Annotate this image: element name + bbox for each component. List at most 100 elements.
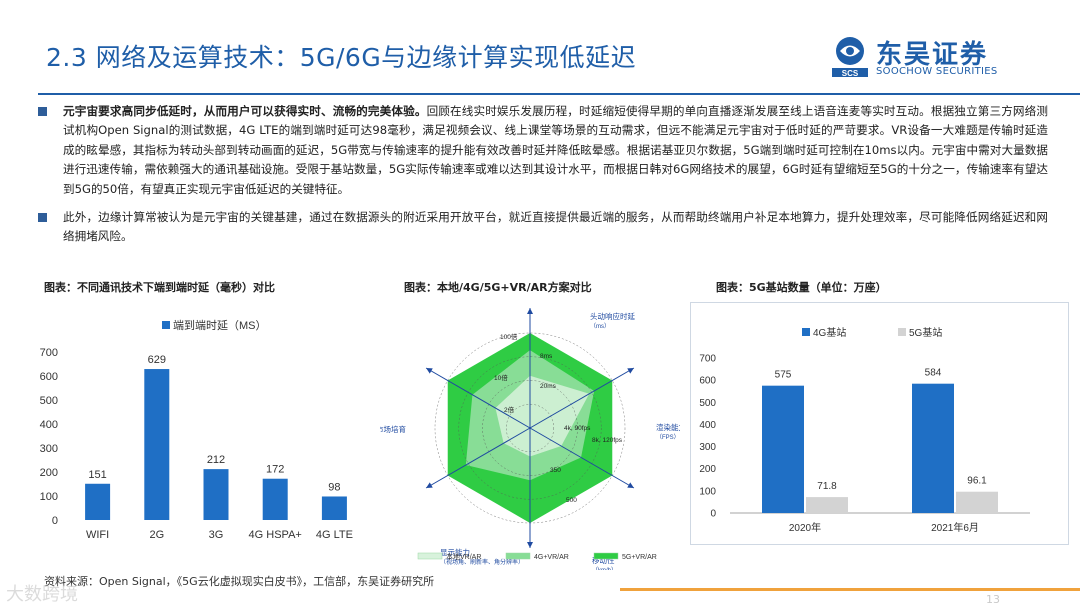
axis-label-unit: （视场角、刷新率、角分辨率） bbox=[440, 558, 524, 566]
logo-english-name: SOOCHOW SECURITIES bbox=[876, 66, 998, 77]
y-tick-label: 500 bbox=[699, 398, 716, 409]
radar-axis bbox=[425, 427, 531, 489]
watermark: 大数跨境 bbox=[6, 584, 78, 605]
data-label: 98 bbox=[328, 481, 340, 493]
paragraph-2: 此外，边缘计算常被认为是元宇宙的关键基建，通过在数据源头的附近采用开放平台，就近… bbox=[38, 208, 1048, 247]
bar bbox=[956, 491, 998, 513]
legend-label: 端到端时延（MS） bbox=[173, 319, 267, 332]
y-tick-label: 700 bbox=[40, 347, 58, 359]
legend-label: 5G基站 bbox=[909, 326, 942, 339]
axis-arrow-icon bbox=[527, 542, 533, 548]
bar bbox=[912, 383, 954, 513]
square-bullet-icon bbox=[38, 213, 47, 222]
y-tick-label: 400 bbox=[699, 420, 716, 431]
legend-label: 5G+VR/AR bbox=[622, 554, 657, 561]
axis-label-unit: （km/h） bbox=[592, 567, 617, 570]
legend-swatch bbox=[802, 328, 810, 336]
y-tick-label: 600 bbox=[40, 371, 58, 383]
y-tick-label: 600 bbox=[699, 376, 716, 387]
vr-ar-radar-chart: 费效比头动响应时延（ms）渲染能力（FPS）移动性（km/h）显示能力（视场角、… bbox=[380, 308, 680, 570]
paragraph-1-body: 回顾在线实时娱乐发展历程，时延缩短使得早期的单向直播逐渐发展至线上语音连麦等实时… bbox=[63, 104, 1048, 196]
ring-label: 10倍 bbox=[494, 373, 508, 382]
grid-ring bbox=[458, 356, 602, 500]
bar bbox=[321, 496, 347, 520]
bar bbox=[806, 497, 848, 513]
data-label: 71.8 bbox=[817, 481, 837, 492]
legend-swatch bbox=[593, 552, 619, 560]
radar-axis bbox=[529, 367, 635, 429]
axis-arrow-icon bbox=[426, 368, 433, 374]
x-tick-label: 2G bbox=[149, 529, 164, 541]
legend-swatch bbox=[417, 552, 443, 560]
y-tick-label: 400 bbox=[40, 419, 58, 431]
grid-ring bbox=[482, 380, 578, 476]
data-label: 584 bbox=[925, 368, 942, 379]
axis-label: 头动响应时延 bbox=[590, 311, 635, 321]
bar bbox=[85, 483, 111, 520]
y-tick-label: 700 bbox=[699, 354, 716, 365]
y-tick-label: 300 bbox=[40, 443, 58, 455]
data-label: 172 bbox=[266, 464, 284, 476]
logo-mark-text: SCS bbox=[842, 69, 859, 78]
paragraph-1: 元宇宙要求高同步低延时，从而用户可以获得实时、流畅的完美体验。回顾在线实时娱乐发… bbox=[38, 102, 1048, 199]
axis-arrow-icon bbox=[627, 482, 634, 488]
x-tick-label: 2020年 bbox=[789, 521, 821, 534]
y-tick-label: 100 bbox=[699, 486, 716, 497]
radar-axis bbox=[425, 367, 531, 429]
y-tick-label: 500 bbox=[40, 395, 58, 407]
data-label: 575 bbox=[775, 370, 792, 381]
latency-bar-chart: 0 100 200 300 400 500 600 700 端到端时延（MS） 151 WIFI 62… bbox=[40, 319, 353, 541]
y-tick-label: 200 bbox=[699, 464, 716, 475]
bar bbox=[203, 469, 229, 520]
axis-arrow-icon bbox=[426, 482, 433, 488]
legend-label: 本地VR/AR bbox=[446, 552, 481, 561]
ring-label: 500 bbox=[566, 497, 577, 504]
legend-swatch bbox=[505, 552, 531, 560]
axis-label: 市场培育 bbox=[380, 424, 406, 434]
data-label: 212 bbox=[207, 454, 225, 466]
page-title: 2.3 网络及运算技术：5G/6G与边缘计算实现低延迟 bbox=[46, 43, 637, 72]
legend-swatch bbox=[162, 321, 170, 329]
ring-label: 8ms bbox=[540, 353, 553, 360]
y-tick-label: 0 bbox=[710, 509, 716, 520]
axis-label-unit: （ms） bbox=[590, 323, 610, 330]
axis-label: 显示能力 bbox=[440, 547, 470, 557]
data-label: 151 bbox=[88, 469, 106, 481]
legend-swatch bbox=[898, 328, 906, 336]
bar bbox=[144, 369, 170, 520]
base-station-bar-chart: 0 100 200 300 400 500 600 700 4G基站 5G基站 575 71.8 202… bbox=[690, 302, 1069, 545]
axis-arrow-icon bbox=[527, 308, 533, 314]
radar-axis bbox=[529, 427, 635, 489]
data-label: 629 bbox=[148, 354, 166, 366]
axis-label: 渲染能力 bbox=[656, 422, 680, 432]
y-tick-label: 0 bbox=[52, 515, 58, 527]
logo-mark-icon: SCS bbox=[832, 37, 868, 78]
series-polygon-local bbox=[495, 375, 590, 457]
chart-1-caption: 图表：不同通讯技术下端到端时延（毫秒）对比 bbox=[44, 281, 275, 294]
x-tick-label: 3G bbox=[209, 529, 224, 541]
x-tick-label: WIFI bbox=[86, 529, 109, 541]
ring-label: 20ms bbox=[540, 383, 557, 390]
bar bbox=[262, 478, 288, 520]
y-tick-label: 100 bbox=[40, 491, 58, 503]
ring-label: 2倍 bbox=[504, 405, 515, 414]
axis-label-unit: （FPS） bbox=[656, 434, 680, 441]
source-note: 资料来源：Open Signal，《5G云化虚拟现实白皮书》，工信部，东吴证券研… bbox=[44, 575, 435, 588]
chart-3-caption: 图表：5G基站数量（单位：万座） bbox=[716, 281, 887, 294]
page-number: 13 bbox=[986, 593, 1000, 606]
y-tick-label: 300 bbox=[699, 442, 716, 453]
square-bullet-icon bbox=[38, 107, 47, 116]
ring-label: 350 bbox=[550, 467, 561, 474]
x-tick-label: 4G HSPA+ bbox=[249, 529, 302, 541]
footer-accent-bar bbox=[620, 588, 1080, 591]
x-tick-label: 2021年6月 bbox=[931, 521, 979, 534]
bar bbox=[762, 385, 804, 513]
x-tick-label: 4G LTE bbox=[316, 529, 353, 541]
header-divider bbox=[38, 93, 1080, 95]
y-tick-label: 200 bbox=[40, 467, 58, 479]
ring-label: 8k, 120fps bbox=[592, 437, 623, 444]
logo-chinese-name: 东吴证券 bbox=[876, 40, 989, 70]
axis-arrow-icon bbox=[627, 368, 634, 374]
axis-label: 移动性 bbox=[592, 555, 615, 565]
ring-label: 4k, 90fps bbox=[564, 425, 591, 432]
